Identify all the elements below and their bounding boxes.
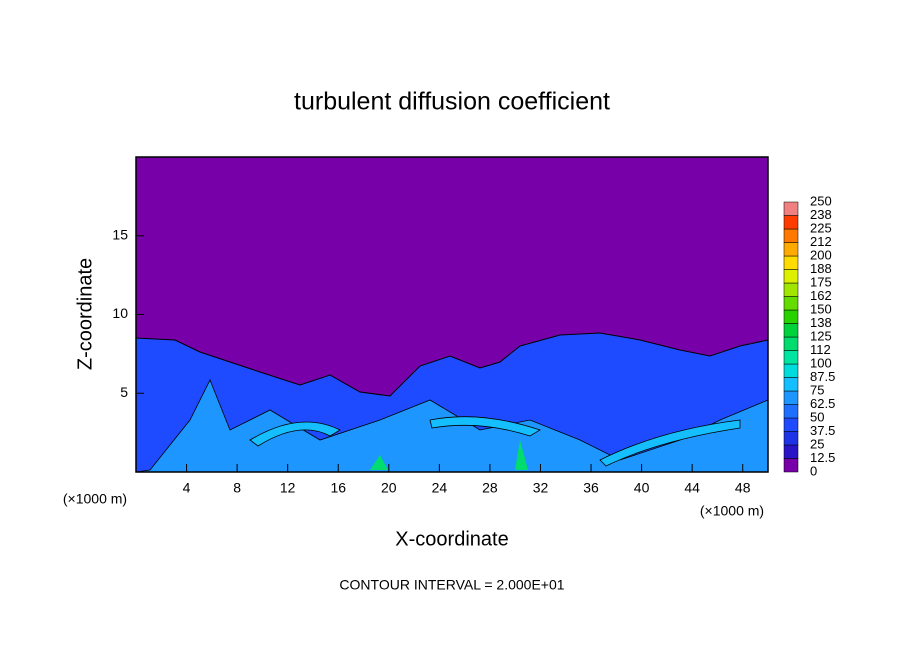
x-unit-right: (×1000 m) bbox=[700, 503, 764, 519]
colorbar-band bbox=[783, 242, 799, 257]
x-tick-label: 4 bbox=[183, 480, 191, 496]
colorbar-label: 212 bbox=[810, 234, 832, 249]
colorbar-band bbox=[783, 390, 799, 405]
colorbar-label: 200 bbox=[810, 247, 832, 262]
x-tick-label: 36 bbox=[583, 480, 599, 496]
colorbar-label: 12.5 bbox=[810, 450, 835, 465]
x-tick-label: 8 bbox=[233, 480, 241, 496]
x-tick-label: 40 bbox=[634, 480, 650, 496]
x-tick-label: 16 bbox=[330, 480, 346, 496]
colorbar-label: 250 bbox=[810, 193, 832, 208]
x-tick-label: 44 bbox=[684, 480, 700, 496]
field bbox=[135, 156, 769, 473]
y-tick-label: 5 bbox=[120, 384, 128, 400]
colorbar-band bbox=[783, 201, 799, 216]
x-unit: (×1000 m) bbox=[63, 491, 127, 507]
contour-interval-note: CONTOUR INTERVAL = 2.000E+01 bbox=[339, 577, 564, 593]
colorbar-band bbox=[783, 431, 799, 446]
colorbar-band bbox=[783, 228, 799, 243]
colorbar-band bbox=[783, 363, 799, 378]
colorbar-band bbox=[783, 296, 799, 311]
colorbar-label: 175 bbox=[810, 274, 832, 289]
colorbar-label: 75 bbox=[810, 382, 824, 397]
colorbar-band bbox=[783, 336, 799, 351]
colorbar-band bbox=[783, 377, 799, 392]
x-tick-label: 24 bbox=[432, 480, 448, 496]
x-tick-label: 20 bbox=[381, 480, 397, 496]
colorbar-label: 162 bbox=[810, 288, 832, 303]
x-tick-label: 28 bbox=[482, 480, 498, 496]
colorbar-band bbox=[783, 309, 799, 324]
chart-title: turbulent diffusion coefficient bbox=[294, 88, 610, 116]
colorbar-label: 238 bbox=[810, 207, 832, 222]
streaks bbox=[249, 416, 741, 467]
y-axis-label: Z-coordinate bbox=[74, 258, 96, 370]
colorbar-band bbox=[783, 404, 799, 419]
peaks bbox=[370, 440, 528, 470]
x-tick-label: 48 bbox=[735, 480, 751, 496]
colorbar-band bbox=[783, 215, 799, 230]
colorbar-label: 138 bbox=[810, 315, 832, 330]
y-tick-label: 15 bbox=[112, 226, 128, 242]
colorbar-label: 225 bbox=[810, 220, 832, 235]
colorbar-label: 37.5 bbox=[810, 423, 835, 438]
colorbar-label: 150 bbox=[810, 301, 832, 316]
colorbar-label: 25 bbox=[810, 436, 824, 451]
colorbar-label: 100 bbox=[810, 355, 832, 370]
colorbar-label: 0 bbox=[810, 463, 817, 478]
colorbar-band bbox=[783, 444, 799, 459]
colorbar-label: 62.5 bbox=[810, 396, 835, 411]
colorbar-band bbox=[783, 417, 799, 432]
colorbar-band bbox=[783, 458, 799, 473]
colorbar-band bbox=[783, 269, 799, 284]
colorbar-label: 125 bbox=[810, 328, 832, 343]
colorbar-band bbox=[783, 323, 799, 338]
colorbar-label: 188 bbox=[810, 261, 832, 276]
colorbar-band bbox=[783, 282, 799, 297]
colorbar-band bbox=[783, 350, 799, 365]
y-tick-label: 10 bbox=[112, 305, 128, 321]
x-tick-label: 12 bbox=[280, 480, 296, 496]
x-tick-label: 32 bbox=[533, 480, 549, 496]
colorbar-label: 112 bbox=[810, 342, 831, 357]
x-axis-label: X-coordinate bbox=[395, 528, 508, 550]
colorbar-band bbox=[783, 255, 799, 270]
colorbar-label: 87.5 bbox=[810, 369, 835, 384]
colorbar-label: 50 bbox=[810, 409, 824, 424]
